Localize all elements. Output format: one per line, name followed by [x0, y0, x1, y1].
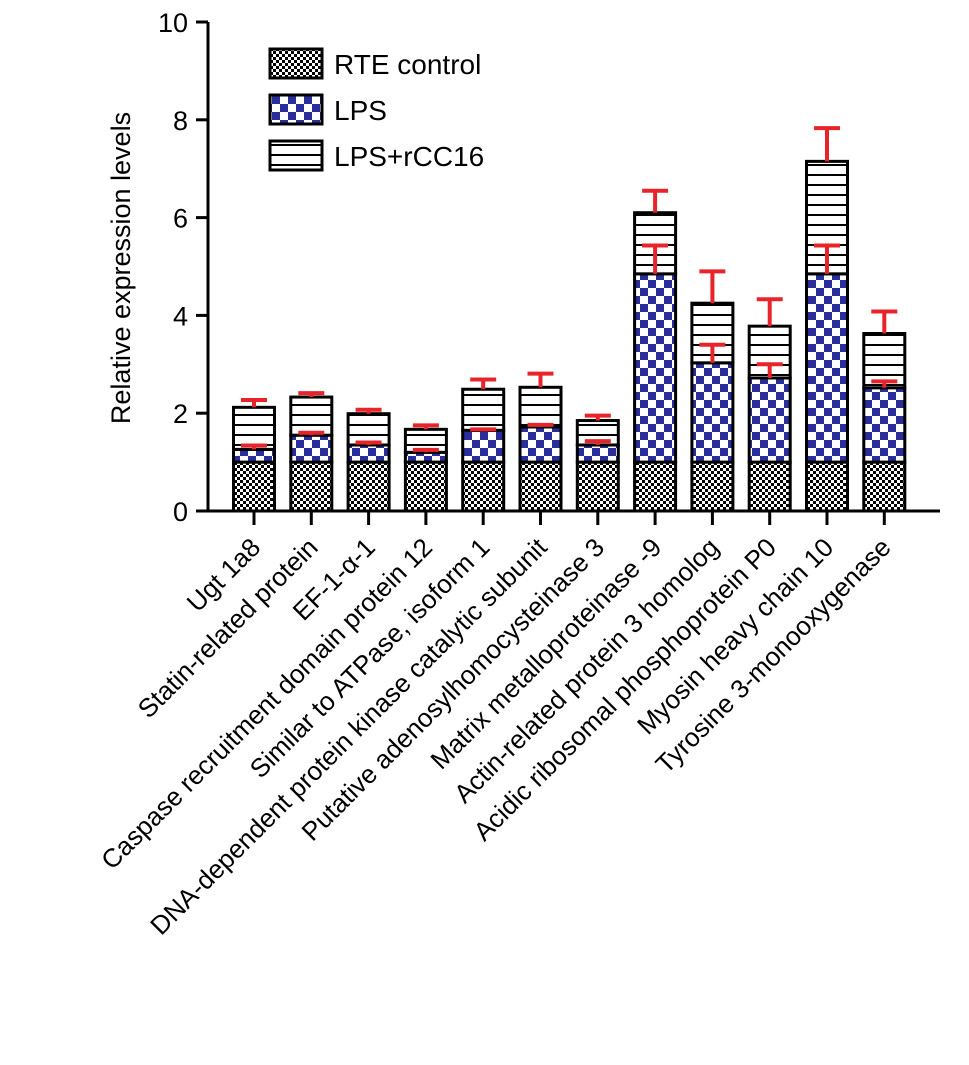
- bar-segment-rte-control: [518, 460, 563, 513]
- legend-swatch: [268, 47, 324, 80]
- bar-segment-rte-control: [461, 460, 506, 513]
- bar-segment-rte-control: [805, 460, 849, 513]
- y-axis-title: Relative expression levels: [106, 112, 136, 424]
- bar-segment-lps: [289, 433, 334, 464]
- bar-segment-lps-rcc16: [346, 412, 391, 447]
- bars-group: [232, 126, 907, 513]
- bar-segment-rte-control: [690, 460, 735, 513]
- bar-segment-lps-rcc16: [862, 331, 907, 390]
- bar-segment-lps: [747, 376, 792, 464]
- bar-segment-rte-control: [575, 460, 620, 513]
- bar-segment-lps: [690, 361, 735, 464]
- y-tick-label: 2: [173, 399, 188, 429]
- bar-segment-lps-rcc16: [289, 395, 334, 437]
- bar-segment-lps: [575, 443, 620, 464]
- bar-segment-lps-rcc16: [232, 405, 276, 451]
- bar-segment-rte-control: [747, 460, 792, 513]
- bar-segment-lps-rcc16: [461, 387, 506, 432]
- bar-segment-rte-control: [346, 460, 391, 513]
- y-tick-label: 10: [158, 8, 188, 38]
- bar-segment-lps: [518, 425, 563, 464]
- legend-label: LPS: [334, 95, 387, 126]
- bar-segment-lps-rcc16: [518, 385, 563, 429]
- legend-label: RTE control: [334, 49, 481, 80]
- y-tick-label: 4: [173, 301, 188, 331]
- bar-segment-lps: [232, 447, 276, 464]
- bar-segment-rte-control: [289, 460, 334, 513]
- bar-segment-lps: [805, 272, 849, 464]
- bar-segment-lps: [633, 272, 678, 464]
- bar-segment-lps: [461, 428, 506, 464]
- bar-segment-rte-control: [633, 460, 678, 513]
- y-tick-label: 8: [173, 106, 188, 136]
- legend-swatch: [268, 93, 324, 126]
- bar-segment-lps: [862, 386, 907, 464]
- legend-label: LPS+rCC16: [334, 141, 484, 172]
- bar-segment-rte-control: [232, 460, 276, 513]
- legend-swatch: [268, 139, 324, 172]
- y-tick-label: 0: [173, 497, 188, 527]
- bar-segment-lps: [346, 443, 391, 464]
- bar-segment-rte-control: [403, 460, 448, 513]
- bar-segment-rte-control: [862, 460, 907, 513]
- y-axis: 0 2 4 6 8 10: [158, 8, 210, 527]
- legend: RTE control LPS LPS+rCC16: [268, 47, 484, 172]
- y-tick-label: 6: [173, 204, 188, 234]
